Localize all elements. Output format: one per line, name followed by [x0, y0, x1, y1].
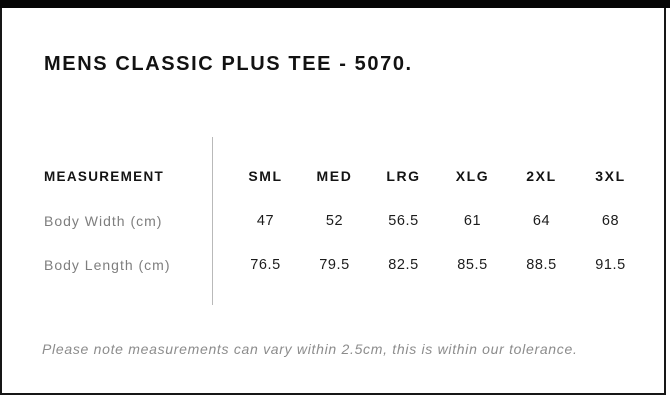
size-column-header: LRG: [386, 168, 421, 184]
row-value-cells: 76.5 79.5 82.5 85.5 88.5 91.5: [212, 257, 645, 273]
measurement-value: 68: [601, 213, 620, 229]
measurement-value: 56.5: [388, 213, 419, 229]
size-column-header: XLG: [455, 168, 490, 184]
measurement-value: 91.5: [595, 257, 626, 273]
measurement-column-header: MEASUREMENT: [44, 168, 165, 184]
tolerance-note: Please note measurements can vary within…: [42, 341, 578, 357]
row-value-cells: 47 52 56.5 61 64 68: [212, 213, 645, 229]
measurement-value: 47: [256, 213, 275, 229]
measurement-value: 61: [463, 213, 482, 229]
table-row: Body Width (cm) 47 52 56.5 61 64 68: [2, 211, 664, 231]
measurement-value: 82.5: [388, 257, 419, 273]
column-divider: [212, 137, 213, 305]
measurement-value: 52: [325, 213, 344, 229]
measurement-value: 85.5: [457, 257, 488, 273]
measurement-value: 64: [532, 213, 551, 229]
size-column-header: 2XL: [526, 168, 557, 184]
row-label: Body Length (cm): [44, 257, 171, 273]
size-column-header: 3XL: [595, 168, 626, 184]
size-column-header: SML: [248, 168, 283, 184]
measurement-value: 79.5: [319, 257, 350, 273]
table-header-row: MEASUREMENT SML MED LRG XLG 2XL 3XL: [2, 166, 664, 186]
top-border-bar: [0, 0, 670, 8]
table-row: Body Length (cm) 76.5 79.5 82.5 85.5 88.…: [2, 255, 664, 275]
row-label: Body Width (cm): [44, 213, 163, 229]
size-column-header: MED: [316, 168, 353, 184]
product-title: MENS CLASSIC PLUS TEE - 5070.: [44, 53, 413, 75]
size-header-cells: SML MED LRG XLG 2XL 3XL: [212, 168, 645, 184]
size-guide-panel: MENS CLASSIC PLUS TEE - 5070. MEASUREMEN…: [0, 8, 666, 395]
measurement-value: 88.5: [526, 257, 557, 273]
measurement-value: 76.5: [250, 257, 281, 273]
